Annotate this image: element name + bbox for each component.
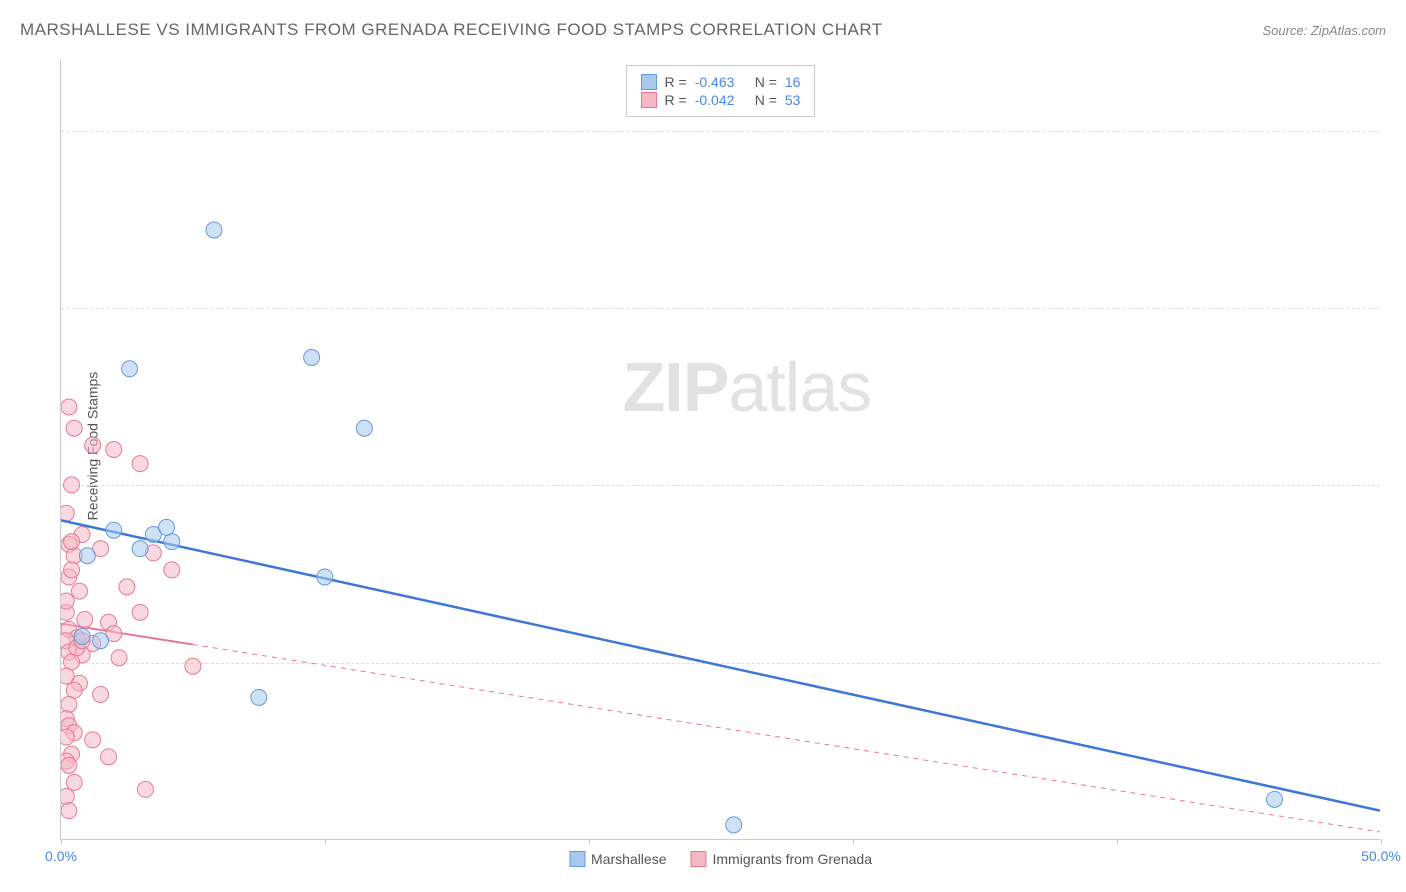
data-point — [106, 522, 122, 538]
data-point — [159, 519, 175, 535]
data-point — [61, 729, 74, 745]
trend-line — [61, 520, 1380, 810]
r-value: -0.042 — [695, 92, 747, 108]
legend-swatch — [641, 92, 657, 108]
chart-svg — [61, 60, 1380, 839]
data-point — [74, 628, 90, 644]
plot-area: ZIPatlas R =-0.463N =16R =-0.042N =53 Ma… — [60, 60, 1380, 840]
data-point — [122, 361, 138, 377]
data-point — [64, 654, 80, 670]
n-value: 16 — [785, 74, 801, 90]
data-point — [61, 399, 77, 415]
chart-header: MARSHALLESE VS IMMIGRANTS FROM GRENADA R… — [20, 20, 1386, 40]
data-point — [93, 633, 109, 649]
trend-line-extrapolated — [193, 645, 1380, 832]
legend-swatch — [569, 851, 585, 867]
data-point — [64, 534, 80, 550]
x-tick — [325, 839, 326, 845]
data-point — [251, 689, 267, 705]
x-tick — [853, 839, 854, 845]
data-point — [726, 817, 742, 833]
legend-row: R = -0.463 N = 16 — [641, 74, 801, 90]
data-point — [77, 611, 93, 627]
data-point — [317, 569, 333, 585]
data-point — [71, 583, 87, 599]
data-point — [111, 650, 127, 666]
series-legend-item: Marshallese — [569, 851, 666, 867]
x-tick-label-left: 0.0% — [45, 848, 77, 864]
x-tick — [1117, 839, 1118, 845]
correlation-legend: R = -0.463 N = 16 R = -0.042 N = 53 — [626, 65, 816, 117]
x-tick — [61, 839, 62, 845]
legend-swatch — [690, 851, 706, 867]
y-tick-label: 25.0% — [1390, 477, 1406, 493]
data-point — [79, 548, 95, 564]
data-point — [93, 687, 109, 703]
n-label: N = — [755, 74, 777, 90]
data-point — [206, 222, 222, 238]
x-tick-label-right: 50.0% — [1361, 848, 1401, 864]
data-point — [61, 593, 74, 609]
data-point — [61, 803, 77, 819]
data-point — [304, 349, 320, 365]
series-legend: Marshallese Immigrants from Grenada — [569, 851, 872, 867]
r-label: R = — [665, 92, 687, 108]
chart-title: MARSHALLESE VS IMMIGRANTS FROM GRENADA R… — [20, 20, 883, 40]
x-tick — [1381, 839, 1382, 845]
data-point — [61, 505, 74, 521]
data-point — [64, 562, 80, 578]
data-point — [137, 781, 153, 797]
r-label: R = — [665, 74, 687, 90]
r-value: -0.463 — [695, 74, 747, 90]
data-point — [66, 420, 82, 436]
data-point — [185, 658, 201, 674]
data-point — [132, 604, 148, 620]
series-name: Marshallese — [591, 851, 666, 867]
data-point — [64, 477, 80, 493]
y-tick-label: 50.0% — [1390, 123, 1406, 139]
data-point — [132, 456, 148, 472]
n-value: 53 — [785, 92, 801, 108]
data-point — [61, 757, 77, 773]
data-point — [66, 774, 82, 790]
source-attribution: Source: ZipAtlas.com — [1262, 23, 1386, 38]
series-name: Immigrants from Grenada — [712, 851, 872, 867]
legend-row: R = -0.042 N = 53 — [641, 92, 801, 108]
series-legend-item: Immigrants from Grenada — [690, 851, 872, 867]
data-point — [106, 442, 122, 458]
data-point — [66, 682, 82, 698]
data-point — [1266, 791, 1282, 807]
y-tick-label: 12.5% — [1390, 655, 1406, 671]
data-point — [61, 696, 77, 712]
x-tick — [589, 839, 590, 845]
data-point — [164, 534, 180, 550]
data-point — [164, 562, 180, 578]
legend-swatch — [641, 74, 657, 90]
data-point — [100, 749, 116, 765]
data-point — [132, 541, 148, 557]
data-point — [85, 437, 101, 453]
data-point — [119, 579, 135, 595]
data-point — [61, 789, 74, 805]
y-tick-label: 37.5% — [1390, 300, 1406, 316]
data-point — [356, 420, 372, 436]
data-point — [85, 732, 101, 748]
n-label: N = — [755, 92, 777, 108]
